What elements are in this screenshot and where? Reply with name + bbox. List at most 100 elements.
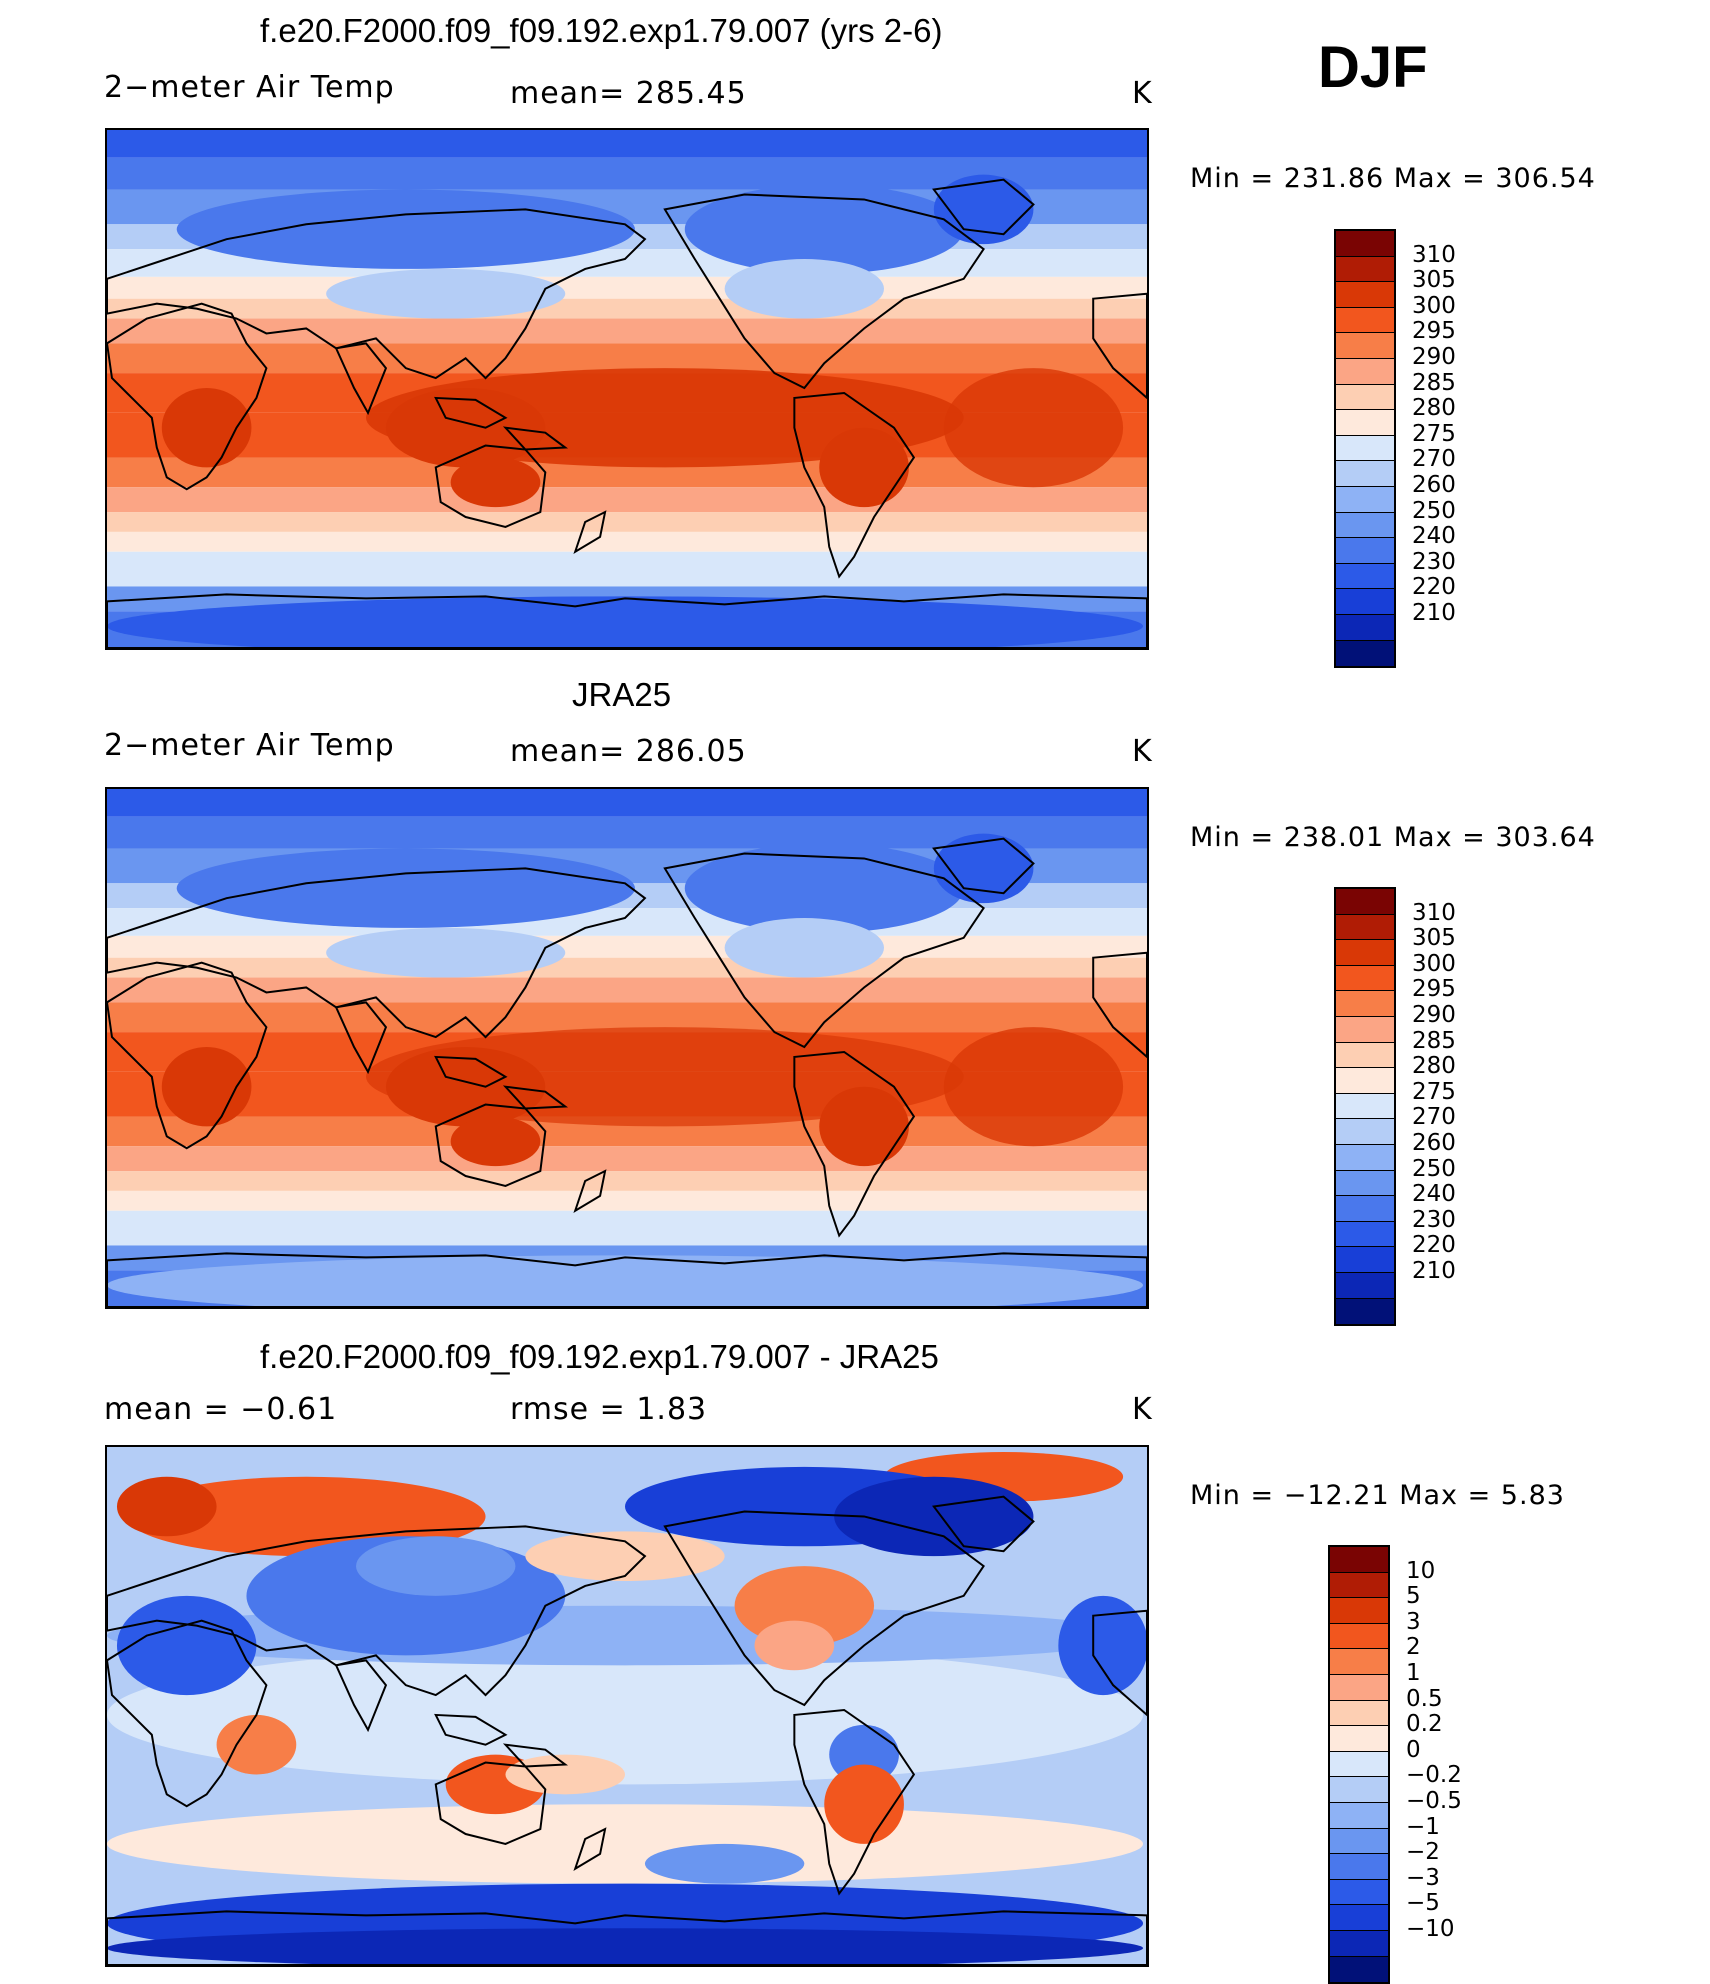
- colorbar-swatch: [1330, 1956, 1388, 1983]
- panel1-units-label: K: [1132, 76, 1153, 111]
- colorbar-tick-label: 240: [1412, 523, 1456, 550]
- colorbar-swatch: [1336, 435, 1394, 462]
- colorbar-tick-label: 230: [1412, 1206, 1456, 1233]
- colorbar-tick-label: 2: [1406, 1634, 1421, 1661]
- colorbar-swatch: [1330, 1879, 1388, 1906]
- colorbar-swatch: [1336, 231, 1394, 257]
- colorbar-tick-label: −1: [1406, 1813, 1440, 1840]
- colorbar-tick-label: 0.5: [1406, 1685, 1443, 1712]
- colorbar-swatches: [1334, 887, 1396, 1327]
- colorbar-swatch: [1330, 1905, 1388, 1931]
- colorbar-tick-label: −5: [1406, 1890, 1440, 1917]
- colorbar-tick-label: −0.5: [1406, 1788, 1462, 1814]
- colorbar-tick-label: 10: [1406, 1557, 1436, 1584]
- colorbar-swatch: [1336, 1298, 1394, 1325]
- season-label: DJF: [1318, 35, 1428, 100]
- colorbar-swatch: [1330, 1598, 1388, 1624]
- colorbar-swatch: [1336, 1144, 1394, 1171]
- panel1-map: [105, 128, 1149, 650]
- colorbar-swatch: [1336, 640, 1394, 667]
- colorbar-swatch: [1336, 1221, 1394, 1248]
- colorbar-swatch: [1336, 991, 1394, 1017]
- panel2-map-graphic: [107, 789, 1147, 1307]
- colorbar-tick-label: 0: [1406, 1736, 1421, 1763]
- colorbar-swatch: [1336, 307, 1394, 334]
- panel1-variable-label: 2−meter Air Temp: [104, 70, 395, 105]
- panel3-map-graphic: [107, 1447, 1147, 1965]
- colorbar-swatch: [1336, 1093, 1394, 1120]
- colorbar-tick-label: 295: [1412, 976, 1456, 1003]
- colorbar-tick-label: 280: [1412, 395, 1456, 422]
- colorbar-tick-label: 230: [1412, 548, 1456, 575]
- colorbar-swatch: [1330, 1700, 1388, 1727]
- colorbar-swatch: [1336, 1247, 1394, 1273]
- colorbar-tick-label: 285: [1412, 1027, 1456, 1054]
- colorbar-tick-label: 220: [1412, 574, 1456, 601]
- colorbar-tick-label: 295: [1412, 318, 1456, 345]
- colorbar-tick-label: 305: [1412, 925, 1456, 952]
- colorbar-swatch: [1336, 512, 1394, 539]
- colorbar-swatch: [1336, 1068, 1394, 1094]
- colorbar-tick-label: 310: [1412, 899, 1456, 926]
- colorbar-swatch: [1336, 614, 1394, 641]
- colorbar-tick-label: 210: [1412, 600, 1456, 626]
- panel2-mean-label: mean= 286.05: [510, 734, 747, 769]
- panel2-title: JRA25: [572, 676, 672, 713]
- colorbar-swatches: [1334, 229, 1396, 669]
- colorbar-swatch: [1336, 1042, 1394, 1069]
- colorbar-tick-label: −0.2: [1406, 1762, 1462, 1789]
- panel1-title: f.e20.F2000.f09_f09.192.exp1.79.007 (yrs…: [260, 12, 943, 49]
- colorbar-swatches: [1328, 1545, 1390, 1984]
- colorbar-tick-label: −3: [1406, 1864, 1440, 1891]
- panel2-units-label: K: [1132, 734, 1153, 769]
- panel3-title: f.e20.F2000.f09_f09.192.exp1.79.007 - JR…: [260, 1338, 939, 1375]
- colorbar-swatch: [1336, 461, 1394, 487]
- colorbar-tick-label: 250: [1412, 497, 1456, 524]
- colorbar-swatch: [1336, 940, 1394, 966]
- colorbar-swatch: [1336, 889, 1394, 915]
- colorbar-tick-label: 5: [1406, 1583, 1421, 1610]
- colorbar-tick-label: 290: [1412, 1002, 1456, 1028]
- panel2-minmax: Min = 238.01 Max = 303.64: [1190, 822, 1596, 853]
- colorbar-swatch: [1336, 1119, 1394, 1145]
- colorbar-tick-label: 220: [1412, 1232, 1456, 1259]
- colorbar-tick-label: 210: [1412, 1258, 1456, 1284]
- colorbar-tick-label: 300: [1412, 950, 1456, 977]
- panel1-minmax: Min = 231.86 Max = 306.54: [1190, 163, 1596, 194]
- colorbar-swatch: [1330, 1547, 1388, 1573]
- colorbar-swatch: [1336, 563, 1394, 590]
- colorbar-swatch: [1336, 282, 1394, 308]
- colorbar-swatch: [1336, 538, 1394, 564]
- colorbar-swatch: [1336, 486, 1394, 513]
- panel3-mean-label: mean = −0.61: [104, 1392, 338, 1427]
- colorbar-tick-label: 260: [1412, 1130, 1456, 1156]
- colorbar-tick-label: 280: [1412, 1053, 1456, 1080]
- colorbar-swatch: [1330, 1674, 1388, 1701]
- colorbar-swatch: [1330, 1649, 1388, 1675]
- panel1-mean-label: mean= 285.45: [510, 76, 747, 111]
- colorbar-swatch: [1330, 1726, 1388, 1752]
- colorbar-tick-label: 275: [1412, 420, 1456, 447]
- colorbar-tick-label: 1: [1406, 1660, 1421, 1686]
- colorbar-tick-label: 290: [1412, 344, 1456, 370]
- colorbar-swatch: [1336, 384, 1394, 411]
- colorbar-tick-label: 260: [1412, 472, 1456, 498]
- colorbar-swatch: [1336, 914, 1394, 941]
- colorbar-swatch: [1336, 1196, 1394, 1222]
- panel3-minmax: Min = −12.21 Max = 5.83: [1190, 1480, 1565, 1511]
- panel2-map: [105, 787, 1149, 1309]
- colorbar-swatch: [1336, 1170, 1394, 1197]
- colorbar-swatch: [1336, 333, 1394, 359]
- panel3-map: [105, 1445, 1149, 1967]
- colorbar-tick-label: 310: [1412, 241, 1456, 268]
- colorbar-tick-label: −10: [1406, 1916, 1455, 1942]
- colorbar-tick-label: 270: [1412, 446, 1456, 473]
- colorbar-swatch: [1330, 1828, 1388, 1855]
- colorbar-tick-label: 275: [1412, 1078, 1456, 1105]
- colorbar-tick-label: 300: [1412, 292, 1456, 319]
- panel3-units-label: K: [1132, 1392, 1153, 1427]
- panel2-variable-label: 2−meter Air Temp: [104, 728, 395, 763]
- colorbar-swatch: [1336, 410, 1394, 436]
- colorbar-swatch: [1330, 1751, 1388, 1778]
- colorbar-swatch: [1330, 1930, 1388, 1957]
